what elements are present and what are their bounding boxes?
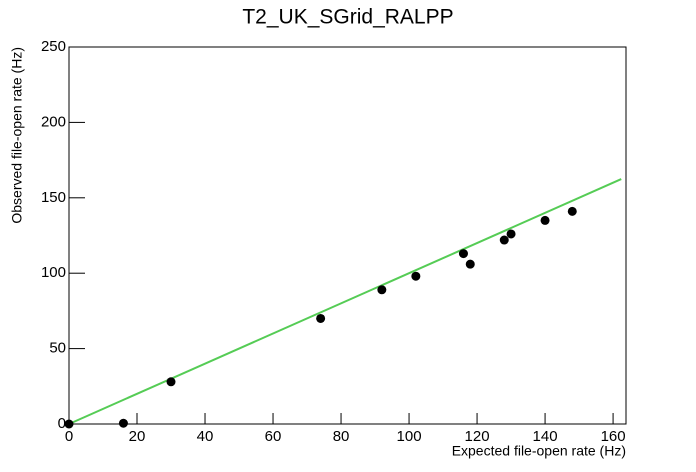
x-tick-label: 80 — [333, 428, 350, 445]
data-point — [316, 313, 326, 323]
chart-title: T2_UK_SGrid_RALPP — [242, 6, 453, 29]
data-point — [458, 249, 468, 259]
x-tick-label: 100 — [397, 428, 422, 445]
plot-frame — [68, 46, 627, 425]
x-tick-label: 120 — [465, 428, 490, 445]
y-tick-label: 250 — [41, 38, 66, 55]
x-axis-label: Expected file-open rate (Hz) — [452, 443, 626, 459]
x-tick-label: 60 — [265, 428, 282, 445]
data-point — [465, 259, 475, 269]
data-point — [166, 377, 176, 387]
x-tick-label: 20 — [129, 428, 146, 445]
data-point — [567, 206, 577, 216]
y-tick-label: 100 — [41, 264, 66, 281]
data-point — [64, 419, 74, 429]
y-axis-label: Observed file-open rate (Hz) — [9, 47, 25, 224]
data-point — [118, 418, 128, 428]
data-point — [506, 229, 516, 239]
x-tick-label: 160 — [601, 428, 626, 445]
y-tick-label: 0 — [58, 415, 66, 432]
x-tick-label: 140 — [533, 428, 558, 445]
fit-line — [68, 178, 622, 425]
y-tick-label: 200 — [41, 113, 66, 130]
data-point — [540, 215, 550, 225]
data-point — [377, 285, 387, 295]
x-tick-label: 40 — [197, 428, 214, 445]
y-tick-label: 150 — [41, 189, 66, 206]
data-point — [499, 235, 509, 245]
data-point — [411, 271, 421, 281]
x-tick-label: 0 — [65, 428, 73, 445]
y-tick-label: 50 — [49, 340, 66, 357]
